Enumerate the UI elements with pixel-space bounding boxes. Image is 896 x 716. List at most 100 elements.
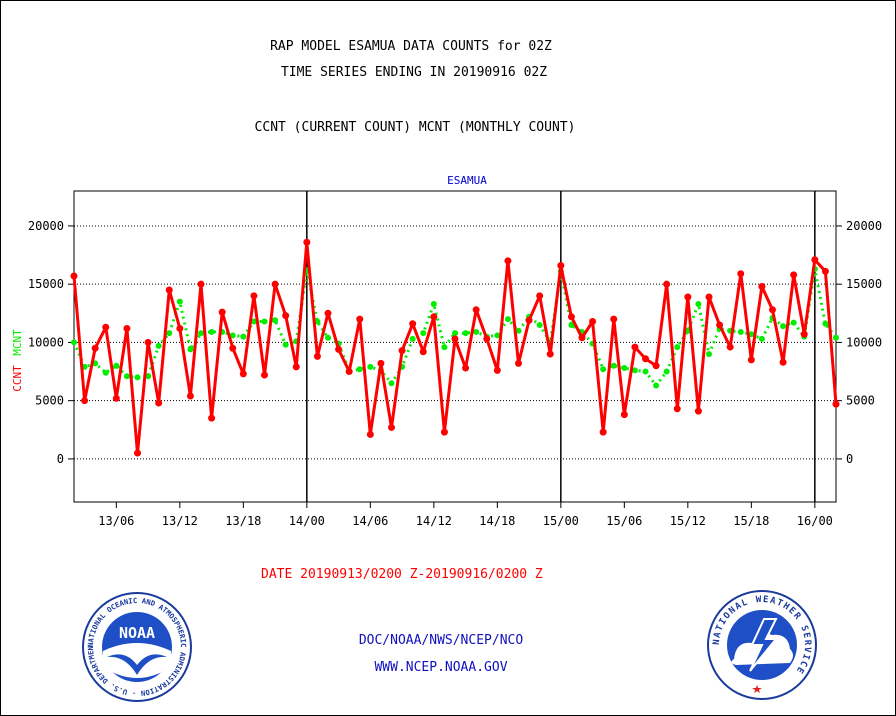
data-point-mcnt xyxy=(166,330,173,337)
data-point-ccnt xyxy=(335,345,343,353)
data-point-mcnt xyxy=(145,373,152,380)
data-point-ccnt xyxy=(557,262,565,270)
data-point-mcnt xyxy=(420,330,427,337)
data-point-ccnt xyxy=(610,315,618,323)
x-tick-label: 13/06 xyxy=(98,514,134,528)
data-point-mcnt xyxy=(515,327,522,334)
data-point-mcnt xyxy=(780,323,787,330)
data-point-ccnt xyxy=(81,397,89,405)
data-point-mcnt xyxy=(441,344,448,351)
data-point-mcnt xyxy=(663,368,670,375)
data-point-mcnt xyxy=(504,316,511,323)
data-point-mcnt xyxy=(102,369,109,376)
data-point-ccnt xyxy=(165,286,173,294)
data-point-mcnt xyxy=(261,318,268,325)
data-point-ccnt xyxy=(472,306,480,314)
y-tick-label-left: 10000 xyxy=(28,335,64,349)
data-point-mcnt xyxy=(737,328,744,335)
data-point-mcnt xyxy=(198,330,204,337)
data-point-mcnt xyxy=(430,300,437,307)
data-point-ccnt xyxy=(515,359,522,367)
y-axis-label-ccnt: CCNT xyxy=(11,365,24,392)
data-point-ccnt xyxy=(589,317,597,325)
x-tick-label: 16/00 xyxy=(797,514,833,528)
data-point-mcnt xyxy=(758,335,765,342)
data-point-ccnt xyxy=(642,355,649,363)
data-point-mcnt xyxy=(187,346,194,353)
data-point-ccnt xyxy=(388,423,395,431)
data-point-ccnt xyxy=(186,392,194,400)
x-tick-label: 15/18 xyxy=(733,514,769,528)
data-point-ccnt xyxy=(366,430,374,438)
data-point-ccnt xyxy=(694,407,702,415)
data-point-ccnt xyxy=(271,280,279,288)
data-point-mcnt xyxy=(208,328,215,335)
data-point-ccnt xyxy=(134,449,141,457)
data-point-ccnt xyxy=(462,364,470,372)
data-point-ccnt xyxy=(705,293,713,301)
data-point-mcnt xyxy=(600,366,607,373)
y-tick-label-right: 20000 xyxy=(846,219,882,233)
y-tick-label-right: 0 xyxy=(846,452,853,466)
date-range-label: DATE 20190913/0200 Z-20190916/0200 Z xyxy=(261,567,543,582)
data-point-ccnt xyxy=(504,257,512,265)
data-point-ccnt xyxy=(239,370,247,378)
data-point-ccnt xyxy=(673,405,681,413)
data-point-mcnt xyxy=(790,319,797,326)
y-tick-label-right: 5000 xyxy=(846,394,875,408)
data-point-ccnt xyxy=(250,292,258,300)
data-point-ccnt xyxy=(409,320,417,328)
data-point-ccnt xyxy=(419,348,427,356)
data-point-mcnt xyxy=(367,363,374,370)
data-point-ccnt xyxy=(155,399,163,407)
data-point-ccnt xyxy=(567,313,575,321)
data-point-ccnt xyxy=(144,338,152,346)
data-point-mcnt xyxy=(536,321,543,328)
data-point-mcnt xyxy=(610,362,617,369)
org-link[interactable]: DOC/NOAA/NWS/NCEP/NCO xyxy=(358,633,524,648)
plot-frame xyxy=(73,190,837,503)
x-tick-label: 15/12 xyxy=(670,514,706,528)
data-point-ccnt xyxy=(631,343,639,351)
data-point-ccnt xyxy=(102,323,110,331)
data-point-ccnt xyxy=(769,306,776,314)
data-point-ccnt xyxy=(356,315,364,323)
data-point-mcnt xyxy=(706,351,712,358)
data-point-mcnt xyxy=(653,382,660,389)
data-point-ccnt xyxy=(821,267,829,275)
time-series-plot: 0 0 5000 5000 10000 10000 15000 15000 20000 20000… xyxy=(11,174,882,528)
data-point-ccnt xyxy=(684,293,692,301)
y-axis-label-mcnt: MCNT xyxy=(11,329,24,356)
data-point-ccnt xyxy=(398,347,406,355)
y-axis-label-group: CCNT MCNT xyxy=(11,329,24,392)
x-tick-label: 14/12 xyxy=(416,514,452,528)
data-point-ccnt xyxy=(546,350,554,358)
chart-header-line3: CCNT (CURRENT COUNT) MCNT (MONTHLY COUNT… xyxy=(254,120,576,135)
x-tick-label: 14/06 xyxy=(352,514,388,528)
data-point-ccnt xyxy=(451,335,459,343)
noaa-logo-text: NOAA xyxy=(119,624,155,642)
data-point-mcnt xyxy=(494,332,501,339)
chart-title: ESAMUA xyxy=(447,174,487,187)
data-point-ccnt xyxy=(811,256,819,264)
data-point-ccnt xyxy=(737,270,745,278)
data-point-mcnt xyxy=(113,362,120,369)
data-point-ccnt xyxy=(229,344,237,352)
data-point-ccnt xyxy=(261,371,268,379)
data-point-ccnt xyxy=(440,428,448,436)
data-point-ccnt xyxy=(578,334,586,342)
website-link[interactable]: WWW.NCEP.NOAA.GOV xyxy=(374,660,508,675)
chart-header-line2: TIME SERIES ENDING IN 20190916 02Z xyxy=(280,65,548,80)
y-tick-label-left: 0 xyxy=(57,452,64,466)
data-point-mcnt xyxy=(621,365,628,372)
data-point-mcnt xyxy=(409,335,416,342)
data-point-ccnt xyxy=(652,362,660,370)
data-point-mcnt xyxy=(314,318,321,325)
data-point-ccnt xyxy=(324,309,332,317)
x-tick-label: 15/06 xyxy=(606,514,642,528)
data-point-ccnt xyxy=(483,335,491,343)
data-point-ccnt xyxy=(790,271,798,279)
data-point-mcnt xyxy=(123,373,130,380)
data-point-ccnt xyxy=(123,324,131,332)
data-point-mcnt xyxy=(695,300,702,307)
